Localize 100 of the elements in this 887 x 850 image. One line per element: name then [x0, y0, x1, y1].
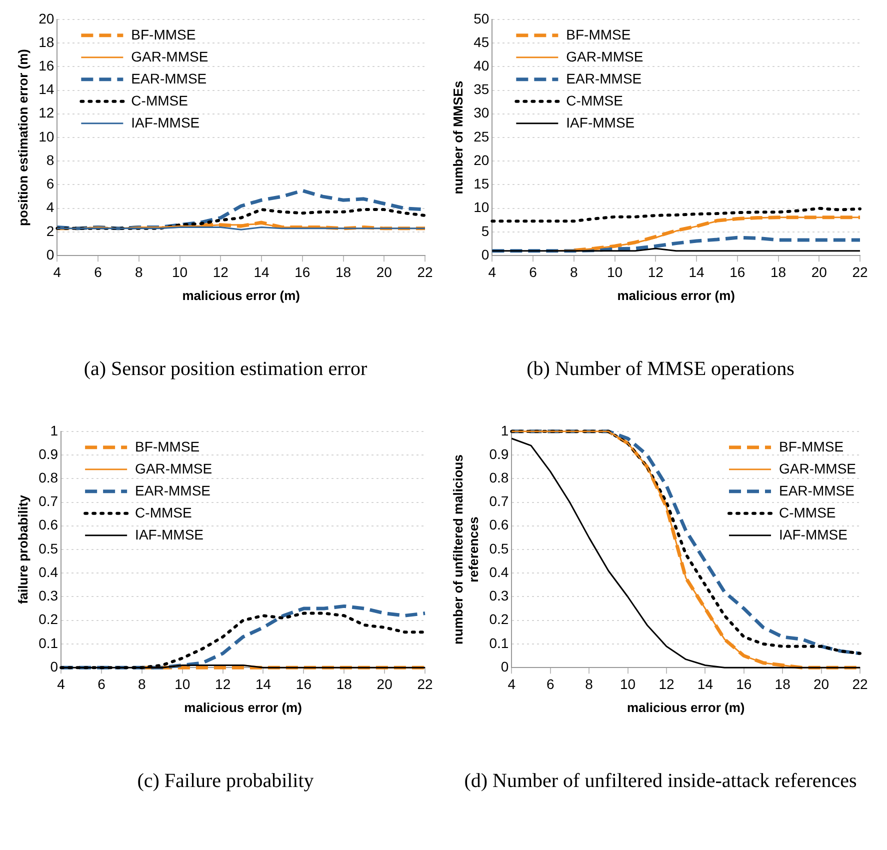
legend-label: C-MMSE: [566, 92, 623, 108]
x-tick-label: 6: [94, 264, 102, 280]
x-tick-label: 18: [774, 676, 791, 692]
legend-label: BF-MMSE: [779, 438, 844, 454]
x-tick-label: 10: [606, 264, 623, 280]
y-tick-label: 0.9: [38, 446, 58, 462]
x-tick-label: 20: [376, 676, 393, 692]
y-tick-label: 0.7: [489, 493, 509, 510]
x-tick-label: 20: [814, 676, 830, 692]
x-axis-title: malicious error (m): [617, 288, 735, 303]
x-tick-label: 18: [336, 676, 352, 692]
y-tick-label: 0.8: [38, 470, 58, 486]
y-tick-label: 14: [38, 81, 54, 98]
y-tick-label: 0.1: [38, 634, 58, 651]
x-tick-label: 12: [212, 264, 229, 280]
x-tick-label: 12: [658, 676, 674, 692]
y-axis-title: position estimation error (m): [15, 49, 30, 226]
x-tick-label: 12: [215, 676, 231, 692]
y-tick-label: 0.4: [489, 564, 509, 580]
x-tick-label: 10: [620, 676, 636, 692]
y-tick-label: 0.6: [489, 516, 509, 533]
y-tick-label: 0.7: [38, 493, 58, 510]
y-tick-label: 0.2: [489, 611, 509, 628]
legend-label: EAR-MMSE: [779, 482, 854, 498]
y-tick-label: 5: [481, 222, 490, 239]
x-tick-label: 14: [697, 676, 714, 692]
x-tick-label: 6: [529, 264, 538, 280]
x-tick-label: 22: [417, 676, 433, 692]
x-tick-label: 6: [98, 676, 106, 692]
legend-label: GAR-MMSE: [779, 460, 856, 476]
y-tick-label: 0.9: [489, 446, 509, 462]
y-tick-label: 10: [38, 128, 54, 144]
y-tick-label: 6: [46, 176, 54, 192]
y-axis-title: number of unfiltered malicious references: [450, 454, 481, 644]
x-tick-label: 8: [585, 676, 594, 692]
x-tick-label: 16: [294, 264, 310, 280]
x-tick-label: 18: [770, 264, 786, 280]
y-tick-label: 45: [474, 34, 490, 50]
y-tick-label: 0.3: [38, 588, 58, 604]
legend-label: C-MMSE: [779, 504, 836, 520]
legend-label: IAF-MMSE: [779, 526, 848, 542]
x-tick-label: 22: [852, 676, 868, 692]
legend-label: IAF-MMSE: [131, 114, 200, 130]
y-tick-label: 20: [38, 10, 54, 26]
x-tick-label: 16: [736, 676, 752, 692]
x-tick-label: 16: [730, 264, 746, 280]
y-tick-label: 40: [474, 58, 490, 74]
legend-label: EAR-MMSE: [135, 482, 211, 498]
line-series: [490, 206, 862, 223]
y-tick-label: 0.1: [489, 634, 509, 651]
text: (d) Number of unfiltered inside-attack references: [463, 769, 858, 794]
legend-label: BF-MMSE: [135, 438, 200, 454]
line-series: [56, 208, 426, 230]
x-tick-label: 14: [255, 676, 272, 692]
y-tick-label: 0: [50, 658, 58, 674]
y-tick-label: 0.5: [489, 540, 509, 556]
text: (a) Sensor position estimation error: [82, 357, 368, 382]
text: (b) Number of MMSE operations: [526, 357, 796, 382]
x-tick-label: 8: [570, 264, 578, 280]
x-tick-label: 8: [135, 264, 144, 280]
x-axis-title: malicious error (m): [182, 288, 300, 303]
y-tick-label: 25: [474, 128, 490, 144]
y-tick-label: 8: [46, 152, 54, 168]
x-tick-label: 12: [648, 264, 664, 280]
legend-label: C-MMSE: [131, 92, 188, 108]
y-tick-label: 0.4: [38, 564, 58, 580]
y-tick-label: 50: [474, 10, 490, 26]
line-series: [490, 236, 862, 253]
y-tick-label: 20: [474, 152, 490, 168]
legend-label: GAR-MMSE: [135, 460, 212, 476]
y-tick-label: 4: [46, 199, 54, 216]
y-tick-label: 0.8: [489, 470, 509, 486]
x-tick-label: 20: [376, 264, 392, 280]
x-tick-label: 8: [138, 676, 146, 692]
y-axis-title: number of MMSEs: [450, 80, 466, 194]
text: (c) Failure probability: [136, 769, 315, 794]
legend-label: C-MMSE: [135, 504, 192, 520]
x-tick-label: 18: [335, 264, 352, 280]
y-tick-label: 15: [474, 176, 490, 192]
y-tick-label: 0.6: [38, 516, 58, 533]
x-tick-label: 10: [174, 676, 190, 692]
y-tick-label: 1: [50, 422, 58, 438]
legend-label: IAF-MMSE: [135, 526, 204, 542]
y-axis-title: failure probability: [15, 494, 30, 604]
x-tick-label: 10: [172, 264, 188, 280]
y-tick-label: 0: [500, 658, 509, 674]
x-tick-label: 14: [254, 264, 270, 280]
x-tick-label: 20: [811, 264, 828, 280]
legend-label: GAR-MMSE: [566, 48, 644, 64]
x-tick-label: 22: [417, 264, 433, 280]
legend-label: EAR-MMSE: [131, 70, 207, 86]
y-tick-label: 30: [474, 104, 490, 121]
y-tick-label: 18: [38, 34, 54, 50]
y-tick-label: 0.3: [489, 588, 509, 604]
y-tick-label: 2: [46, 222, 54, 239]
y-tick-label: 10: [474, 199, 490, 216]
y-tick-label: 16: [38, 58, 54, 74]
y-tick-label: 0.5: [38, 540, 58, 556]
x-tick-label: 6: [546, 676, 554, 692]
y-tick-label: 12: [38, 104, 54, 121]
